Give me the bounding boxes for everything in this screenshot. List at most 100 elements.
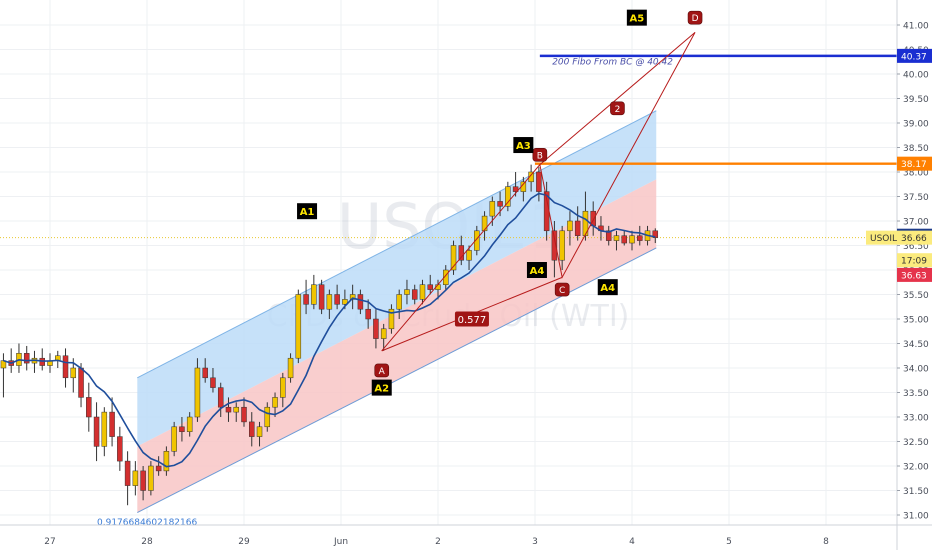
harmonic-tag-B xyxy=(532,148,548,162)
price-badge-1 xyxy=(897,156,932,171)
candle-body xyxy=(311,284,317,305)
candle-body xyxy=(202,367,208,379)
candle-body xyxy=(574,220,581,236)
candle-body xyxy=(605,230,612,241)
candle-body xyxy=(458,245,465,261)
ratio-tag xyxy=(454,311,489,327)
harmonic-tag-text: A xyxy=(379,367,386,377)
harmonic-tag-text: B xyxy=(537,151,543,161)
candle-body xyxy=(512,186,519,192)
time-tick-label: 4 xyxy=(629,537,635,547)
candle-body xyxy=(0,360,7,369)
symbol-tag-value: 36.66 xyxy=(901,234,927,244)
candle-body xyxy=(505,186,511,207)
wave-tag-text: A1 xyxy=(300,207,315,218)
wave-tag-4 xyxy=(597,279,618,296)
price-tick-label: 33.00 xyxy=(903,414,929,424)
price-badge-text: 36.63 xyxy=(901,271,927,281)
candle-body xyxy=(419,284,426,300)
candle-body xyxy=(334,294,340,305)
harmonic-tag-A xyxy=(374,363,390,378)
price-tick-label: 38.00 xyxy=(903,169,929,179)
candle-body xyxy=(450,245,457,271)
symbol-tag xyxy=(866,230,932,245)
candle-body xyxy=(559,230,565,261)
price-tick-label: 39.50 xyxy=(903,95,929,105)
candle-body xyxy=(62,355,69,379)
price-tick-label: 32.00 xyxy=(903,463,929,473)
candle-body xyxy=(427,284,433,290)
candle-body xyxy=(582,210,589,236)
candle-body xyxy=(155,465,162,472)
candle-body xyxy=(186,416,193,432)
candle-body xyxy=(318,284,325,310)
candle-body xyxy=(194,367,201,418)
price-tick-label: 37.50 xyxy=(903,193,929,203)
candle-body xyxy=(567,220,573,232)
price-tick-label: 39.00 xyxy=(903,120,929,130)
channel-lower-line xyxy=(137,247,657,513)
candle-body xyxy=(342,299,348,305)
harmonic-bd-line xyxy=(539,31,696,166)
harmonic-tag-text: C xyxy=(559,286,565,296)
price-tick-label: 31.50 xyxy=(903,487,929,497)
candle-body xyxy=(117,436,123,462)
price-tick-label: 35.00 xyxy=(903,316,929,326)
bottom-value-label: 0.9176684602182166 xyxy=(97,518,197,528)
price-tick-label: 34.00 xyxy=(903,365,929,375)
candle-body xyxy=(365,308,371,320)
candle-body xyxy=(388,308,395,330)
candle-body xyxy=(396,294,402,310)
price-badge-3 xyxy=(897,253,932,268)
candle-body xyxy=(217,387,224,408)
price-tick-label: 40.00 xyxy=(903,71,929,81)
wave-tag-3 xyxy=(526,262,547,278)
candle-body xyxy=(39,357,45,366)
harmonic-tag-2 xyxy=(610,101,625,116)
candle-body xyxy=(629,235,635,244)
wave-tag-5 xyxy=(626,9,647,26)
price-tick-label: 38.50 xyxy=(903,144,929,154)
candle-body xyxy=(551,230,558,261)
wave-tag-1 xyxy=(371,379,392,396)
price-badge-text: 38.17 xyxy=(901,160,927,170)
candle-body xyxy=(86,397,92,418)
price-badge-0 xyxy=(897,48,932,63)
candle-body xyxy=(474,230,480,251)
wave-tag-text: A4 xyxy=(530,266,545,277)
channel-upper-zone xyxy=(137,110,657,447)
price-tick-label: 35.50 xyxy=(903,291,929,301)
harmonic-path xyxy=(381,32,696,352)
candle-body xyxy=(621,235,627,244)
price-badge-text: 17:09 xyxy=(901,257,927,267)
time-tick-label: 2 xyxy=(435,537,441,547)
time-axis-bg xyxy=(0,525,932,550)
fibo-label: 200 Fibo From BC @ 40.42 xyxy=(552,57,673,67)
candle-body xyxy=(373,318,379,339)
candle-body xyxy=(404,289,410,295)
time-tick-label: 29 xyxy=(238,537,250,547)
price-badge-text: 40.37 xyxy=(901,52,927,62)
candle-body xyxy=(23,353,30,364)
time-tick-label: 8 xyxy=(823,537,829,547)
price-tick-label: 37.00 xyxy=(903,218,929,228)
candle-body xyxy=(303,294,309,305)
candle-body xyxy=(652,230,659,238)
candle-body xyxy=(249,421,255,437)
candle-body xyxy=(357,294,364,310)
candle-body xyxy=(349,294,356,300)
candle-body xyxy=(171,426,177,452)
time-tick-label: 3 xyxy=(532,537,538,547)
candle-body xyxy=(132,470,139,486)
time-tick-label: 5 xyxy=(726,537,732,547)
moving-average-line xyxy=(3,192,656,468)
harmonic-tag-D xyxy=(687,10,703,25)
wave-tag-text: A2 xyxy=(374,384,389,395)
wave-tag-0 xyxy=(297,203,318,220)
time-tick-label: 28 xyxy=(141,537,153,547)
candle-body xyxy=(497,201,503,207)
candle-body xyxy=(481,215,488,232)
price-tick-label: 33.50 xyxy=(903,389,929,399)
